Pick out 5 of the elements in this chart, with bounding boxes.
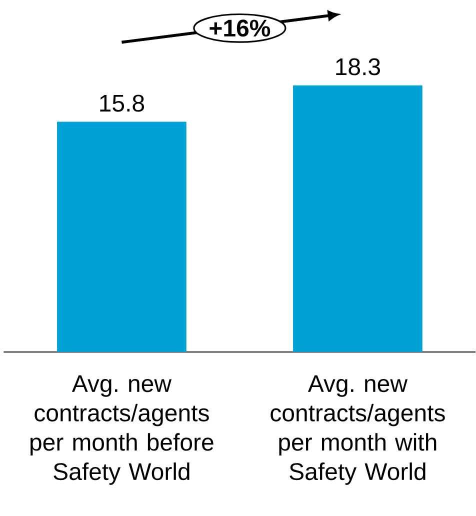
text: +16% (210, 20, 270, 37)
x-tick-label: Avg. new contracts/agents per month before Safety World (30, 375, 214, 485)
data-label: 18.3 (336, 58, 380, 76)
data-label: 15.8 (100, 94, 144, 112)
x-tick-label: Avg. new contracts/agents per month with Safety World (270, 375, 446, 485)
